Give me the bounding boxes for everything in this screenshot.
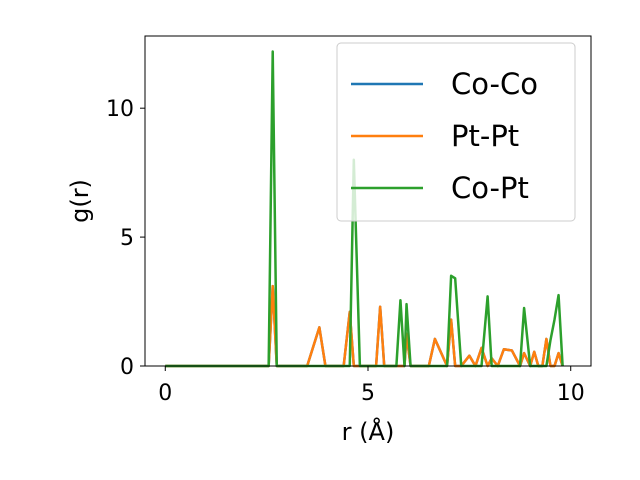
x-tick-label: 5 xyxy=(361,381,375,406)
y-axis-title: g(r) xyxy=(66,179,94,223)
x-axis-title: r (Å) xyxy=(342,417,395,446)
y-tick-label: 0 xyxy=(120,355,134,380)
legend: Co-Co Pt-Pt Co-Pt xyxy=(336,42,576,222)
legend-label: Pt-Pt xyxy=(451,119,519,153)
y-tick-label: 5 xyxy=(120,226,134,251)
y-axis-ticks: 0 5 10 xyxy=(106,97,145,380)
x-tick-label: 0 xyxy=(158,381,172,406)
legend-label: Co-Pt xyxy=(451,171,529,205)
legend-box xyxy=(336,42,576,222)
x-axis-ticks: 0 5 10 xyxy=(158,366,585,406)
legend-label: Co-Co xyxy=(451,67,538,101)
x-tick-label: 10 xyxy=(557,381,585,406)
y-tick-label: 10 xyxy=(106,97,134,122)
